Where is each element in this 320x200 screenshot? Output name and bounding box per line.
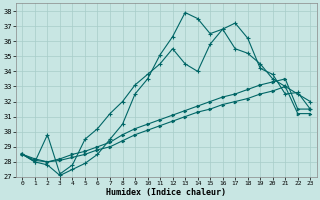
X-axis label: Humidex (Indice chaleur): Humidex (Indice chaleur) bbox=[106, 188, 226, 197]
